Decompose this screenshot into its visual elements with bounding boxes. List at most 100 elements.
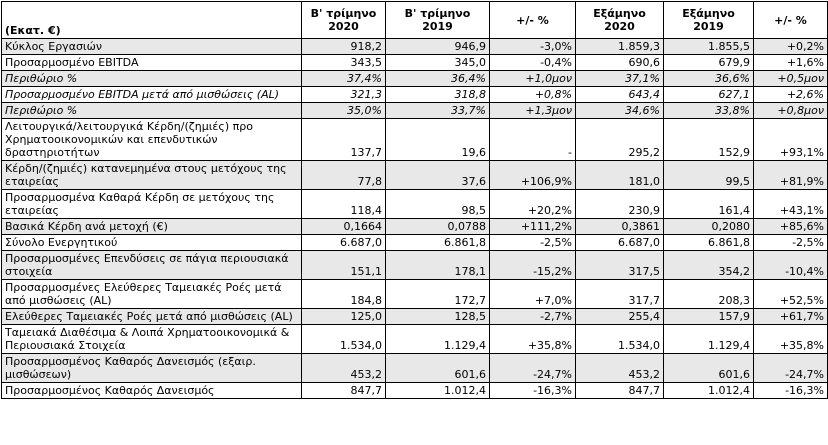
header-cell: Β' τρίμηνο 2019 bbox=[385, 1, 490, 39]
value-cell: -3,0% bbox=[489, 38, 576, 55]
row-label: Περιθώριο % bbox=[1, 70, 302, 87]
value-cell: +20,2% bbox=[489, 189, 576, 219]
value-cell: +0,8% bbox=[489, 86, 576, 103]
row-label: Περιθώριο % bbox=[1, 102, 302, 119]
row-label: Προσαρμοσμένα Καθαρά Κέρδη σε μετόχους τ… bbox=[1, 189, 302, 219]
row-label: Προσαρμοσμένες Επενδύσεις σε πάγια περιο… bbox=[1, 250, 302, 280]
value-cell: +2,6% bbox=[753, 86, 828, 103]
value-cell: +35,8% bbox=[753, 324, 828, 354]
table-row: Προσαρμοσμένος Καθαρός Δανεισμός 847,7 1.0… bbox=[1, 382, 828, 399]
value-cell: -24,7% bbox=[753, 353, 828, 383]
value-cell: 318,8 bbox=[385, 86, 490, 103]
value-cell: 6.861,8 bbox=[663, 234, 754, 251]
table-row: Προσαρμοσμένος Καθαρός Δανεισμός (εξαιρ.… bbox=[1, 353, 828, 383]
row-label: Προσαρμοσμένος Καθαρός Δανεισμός bbox=[1, 382, 302, 399]
row-label: Σύνολο Ενεργητικού bbox=[1, 234, 302, 251]
value-cell: 679,9 bbox=[663, 54, 754, 71]
value-cell: 918,2 bbox=[301, 38, 386, 55]
header-cell: +/- % bbox=[753, 1, 828, 39]
value-cell: +1,6% bbox=[753, 54, 828, 71]
row-label: Κύκλος Εργασιών bbox=[1, 38, 302, 55]
value-cell: +111,2% bbox=[489, 218, 576, 235]
value-cell: 0,3861 bbox=[575, 218, 664, 235]
value-cell: -2,7% bbox=[489, 308, 576, 325]
table-row: Κύκλος Εργασιών 918,2 946,9 -3,0% 1.859,3 1.8… bbox=[1, 38, 828, 55]
table-row: Ταμειακά Διαθέσιμα & Λοιπά Χρηματοοικονο… bbox=[1, 324, 828, 354]
value-cell: 847,7 bbox=[301, 382, 386, 399]
value-cell: 137,7 bbox=[301, 118, 386, 161]
row-label: Ταμειακά Διαθέσιμα & Λοιπά Χρηματοοικονο… bbox=[1, 324, 302, 354]
value-cell: 36,6% bbox=[663, 70, 754, 87]
value-cell: +106,9% bbox=[489, 160, 576, 190]
table-row: Προσαρμοσμένο EBITDA 343,5 345,0 -0,4% 690,6… bbox=[1, 54, 828, 71]
value-cell: 37,6 bbox=[385, 160, 490, 190]
value-cell: 1.129,4 bbox=[385, 324, 490, 354]
table-row: Προσαρμοσμένες Επενδύσεις σε πάγια περιο… bbox=[1, 250, 828, 280]
value-cell: 317,7 bbox=[575, 279, 664, 309]
row-label: Λειτουργικά/λειτουργικά Κέρδη/(ζημιές) π… bbox=[1, 118, 302, 161]
value-cell: -2,5% bbox=[489, 234, 576, 251]
value-cell: 77,8 bbox=[301, 160, 386, 190]
table-row: Ελεύθερες Ταμειακές Ροές μετά από μισθώσ… bbox=[1, 308, 828, 325]
header-cell: +/- % bbox=[489, 1, 576, 39]
value-cell: 1.859,3 bbox=[575, 38, 664, 55]
table-row: Προσαρμοσμένες Ελεύθερες Ταμειακές Ροές … bbox=[1, 279, 828, 309]
value-cell: 453,2 bbox=[301, 353, 386, 383]
table-row: Κέρδη/(ζημιές) κατανεμημένα στους μετόχο… bbox=[1, 160, 828, 190]
row-label: Ελεύθερες Ταμειακές Ροές μετά από μισθώσ… bbox=[1, 308, 302, 325]
value-cell: 255,4 bbox=[575, 308, 664, 325]
value-cell: 847,7 bbox=[575, 382, 664, 399]
value-cell: +93,1% bbox=[753, 118, 828, 161]
row-label: Προσαρμοσμένο EBITDA μετά από μισθώσεις … bbox=[1, 86, 302, 103]
value-cell: 98,5 bbox=[385, 189, 490, 219]
value-cell: -10,4% bbox=[753, 250, 828, 280]
value-cell: +85,6% bbox=[753, 218, 828, 235]
value-cell: +1,3μον bbox=[489, 102, 576, 119]
value-cell: 37,4% bbox=[301, 70, 386, 87]
table-row: Σύνολο Ενεργητικού 6.687,0 6.861,8 -2,5% 6.6… bbox=[1, 234, 828, 251]
value-cell: 99,5 bbox=[663, 160, 754, 190]
value-cell: +0,8μον bbox=[753, 102, 828, 119]
value-cell: 151,1 bbox=[301, 250, 386, 280]
value-cell: 6.687,0 bbox=[575, 234, 664, 251]
row-label: Βασικά Κέρδη ανά μετοχή (€) bbox=[1, 218, 302, 235]
value-cell: -24,7% bbox=[489, 353, 576, 383]
value-cell: 128,5 bbox=[385, 308, 490, 325]
value-cell: 295,2 bbox=[575, 118, 664, 161]
value-cell: -15,2% bbox=[489, 250, 576, 280]
value-cell: +43,1% bbox=[753, 189, 828, 219]
value-cell: 345,0 bbox=[385, 54, 490, 71]
value-cell: -0,4% bbox=[489, 54, 576, 71]
value-cell: +0,5μον bbox=[753, 70, 828, 87]
value-cell: 643,4 bbox=[575, 86, 664, 103]
row-label: Προσαρμοσμένο EBITDA bbox=[1, 54, 302, 71]
value-cell: -2,5% bbox=[753, 234, 828, 251]
value-cell: 627,1 bbox=[663, 86, 754, 103]
header-row: (Εκατ. €) Β' τρίμηνο 2020 Β' τρίμηνο 2019 +… bbox=[1, 1, 828, 39]
value-cell: 0,0788 bbox=[385, 218, 490, 235]
value-cell: 343,5 bbox=[301, 54, 386, 71]
value-cell: -16,3% bbox=[753, 382, 828, 399]
value-cell: 161,4 bbox=[663, 189, 754, 219]
row-label: Προσαρμοσμένες Ελεύθερες Ταμειακές Ροές … bbox=[1, 279, 302, 309]
table-row: Περιθώριο % 37,4% 36,4% +1,0μον 37,1% 36,6% +0… bbox=[1, 70, 828, 87]
table-row: Προσαρμοσμένο EBITDA μετά από μισθώσεις … bbox=[1, 86, 828, 103]
value-cell: +81,9% bbox=[753, 160, 828, 190]
value-cell: 1.012,4 bbox=[385, 382, 490, 399]
value-cell: 118,4 bbox=[301, 189, 386, 219]
value-cell: +7,0% bbox=[489, 279, 576, 309]
value-cell: 152,9 bbox=[663, 118, 754, 161]
table-row: Βασικά Κέρδη ανά μετοχή (€) 0,1664 0,0788 +… bbox=[1, 218, 828, 235]
value-cell: 1.534,0 bbox=[301, 324, 386, 354]
value-cell: +35,8% bbox=[489, 324, 576, 354]
value-cell: -16,3% bbox=[489, 382, 576, 399]
value-cell: 33,7% bbox=[385, 102, 490, 119]
value-cell: +52,5% bbox=[753, 279, 828, 309]
value-cell: 37,1% bbox=[575, 70, 664, 87]
value-cell: 1.012,4 bbox=[663, 382, 754, 399]
value-cell: 0,2080 bbox=[663, 218, 754, 235]
value-cell: 35,0% bbox=[301, 102, 386, 119]
table-header: (Εκατ. €) Β' τρίμηνο 2020 Β' τρίμηνο 2019 +… bbox=[1, 1, 828, 39]
value-cell: 0,1664 bbox=[301, 218, 386, 235]
